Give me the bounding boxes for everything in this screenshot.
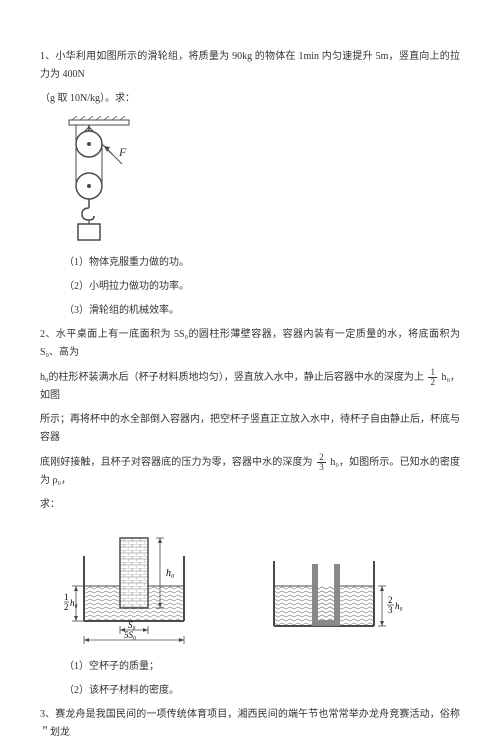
label-23-den: 3 bbox=[388, 605, 393, 615]
label-23-suf: h₀ bbox=[395, 601, 403, 611]
q1-sub1: （1）物体克服重力做的功。 bbox=[40, 254, 460, 272]
q2-line3: 所示；再将杯中的水全部倒入容器内，把空杯子竖直正立放入水中，待杯子自由静止后，杯… bbox=[40, 411, 460, 447]
q1-sub3: （3）滑轮组的机械效率。 bbox=[40, 302, 460, 320]
label-5s0: 5S₀ bbox=[124, 630, 136, 640]
frac-half-den: 2 bbox=[428, 378, 437, 387]
q2-line4: 底刚好接触，且杯子对容器底的压力为零，容器中水的深度为 2 3 h₀，如图所示。… bbox=[40, 453, 460, 490]
q2-sub2: （2）该杯子材料的密度。 bbox=[40, 682, 460, 700]
q3-stem: 3、赛龙舟是我国民间的一项传统体育项目，湘西民间的端午节也常常举办龙舟竞赛活动，… bbox=[40, 706, 460, 742]
frac-half: 1 2 bbox=[428, 368, 437, 387]
q2-figures: h₀ 1 2 h₀ S₀ 5S₀ 2 3 h₀ bbox=[64, 526, 460, 646]
q2-line2-a: h₀的柱形杯装满水后（杯子材料质地均匀），竖直放入水中，静止后容器中水的深度为上 bbox=[40, 372, 424, 383]
q2-line5: 求： bbox=[40, 496, 460, 514]
label-h0: h₀ bbox=[166, 568, 175, 579]
q1-stem-line2: （g 取 10N/kg）。求： bbox=[40, 90, 460, 108]
q1-figure: F bbox=[64, 116, 460, 246]
label-23-num: 2 bbox=[388, 595, 393, 605]
force-label: F bbox=[118, 145, 127, 159]
label-half-den: 2 bbox=[64, 602, 69, 612]
q1-sub2: （2）小明拉力做功的功率。 bbox=[40, 278, 460, 296]
frac-twothird: 2 3 bbox=[317, 453, 326, 472]
q2-fig-right: 2 3 h₀ bbox=[264, 546, 404, 646]
q2-fig-left: h₀ 1 2 h₀ S₀ 5S₀ bbox=[64, 526, 214, 646]
label-half-suf: h₀ bbox=[70, 598, 78, 608]
label-s0: S₀ bbox=[128, 620, 136, 630]
q2-sub1: （1）空杯子的质量； bbox=[40, 658, 460, 676]
frac-twothird-den: 3 bbox=[317, 463, 326, 472]
q1-stem-line1: 1、小华利用如图所示的滑轮组，将质量为 90kg 的物体在 1min 内匀速提升… bbox=[40, 48, 460, 84]
q2-line2: h₀的柱形杯装满水后（杯子材料质地均匀），竖直放入水中，静止后容器中水的深度为上… bbox=[40, 368, 460, 405]
label-half-num: 1 bbox=[64, 592, 69, 602]
q2-line4-a: 底刚好接触，且杯子对容器底的压力为零，容器中水的深度为 bbox=[40, 457, 315, 468]
q2-line1: 2、水平桌面上有一底面积为 5S₀的圆柱形薄壁容器，容器内装有一定质量的水，将底… bbox=[40, 326, 460, 362]
